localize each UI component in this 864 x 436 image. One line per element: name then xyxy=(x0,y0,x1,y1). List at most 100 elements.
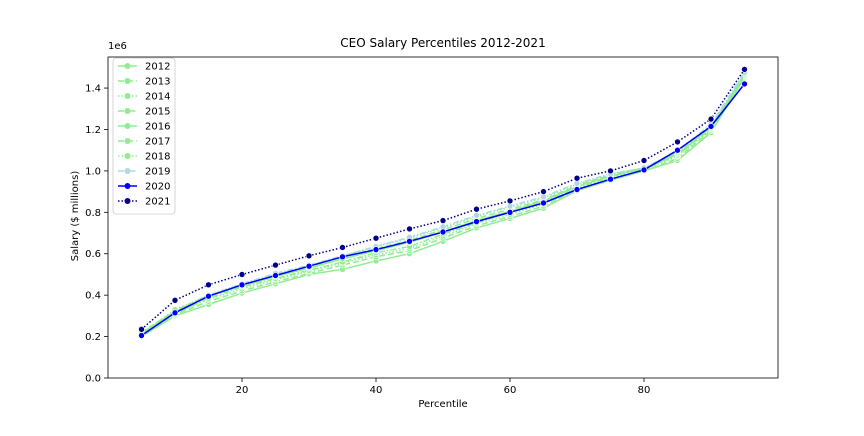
y-tick-label: 0.2 xyxy=(85,332,101,343)
legend-label: 2014 xyxy=(145,92,170,103)
data-point-2021-5 xyxy=(138,325,145,333)
x-axis-label: Percentile xyxy=(418,399,467,410)
legend-item-2017: 2017 xyxy=(118,137,170,148)
legend-label: 2020 xyxy=(145,182,170,193)
legend: 2012 2013 2014 2015 2016 2017 2018 2019 2020 2021 xyxy=(112,57,176,215)
axes-layer: 20 40 60 80 0.0 0.2 0.4 0.6 0.8 1.0 1.2 1.4 xyxy=(85,56,779,396)
legend-marker xyxy=(124,123,131,129)
y-tick-label: 0.4 xyxy=(85,291,101,302)
legend-item-2015: 2015 xyxy=(118,107,170,118)
legend-marker xyxy=(124,93,131,99)
legend-marker xyxy=(124,198,131,204)
data-point-2021-55 xyxy=(473,205,480,213)
data-point-2020-15 xyxy=(205,292,212,300)
legend-label: 2017 xyxy=(145,137,170,148)
y-tick-label: 1.2 xyxy=(85,125,101,136)
plot-frame xyxy=(107,56,779,379)
legend-label: 2012 xyxy=(145,62,170,73)
data-point-2020-95 xyxy=(741,80,748,88)
data-point-2021-65 xyxy=(540,188,547,195)
y-offset-label: 1e6 xyxy=(108,41,127,52)
series-line-2014 xyxy=(141,75,746,336)
data-point-2021-95 xyxy=(741,66,748,73)
series-2020 xyxy=(138,80,748,339)
data-point-2020-30 xyxy=(305,262,313,270)
data-point-2020-90 xyxy=(707,123,715,130)
data-point-2020-70 xyxy=(573,186,581,193)
x-tick-label: 40 xyxy=(370,385,383,396)
data-point-2021-10 xyxy=(171,296,179,304)
legend-marker xyxy=(124,108,131,114)
data-point-2021-90 xyxy=(707,115,715,123)
data-point-2020-20 xyxy=(238,281,246,289)
legend-item-2018: 2018 xyxy=(118,152,170,163)
legend-marker xyxy=(124,63,131,69)
data-point-2021-15 xyxy=(205,281,212,289)
legend-item-2013: 2013 xyxy=(118,77,170,88)
data-point-2020-10 xyxy=(171,309,179,317)
data-point-2020-85 xyxy=(674,146,681,154)
data-point-2021-85 xyxy=(674,138,681,146)
y-tick-label: 1.0 xyxy=(85,166,101,177)
legend-label: 2018 xyxy=(145,152,170,163)
legend-item-2012: 2012 xyxy=(118,62,170,73)
legend-marker xyxy=(124,168,131,174)
legend-label: 2013 xyxy=(145,77,170,88)
series-layer xyxy=(138,66,748,340)
data-point-2020-50 xyxy=(439,228,447,236)
legend-item-2021: 2021 xyxy=(118,197,170,208)
legend-label: 2015 xyxy=(145,107,170,118)
legend-label: 2016 xyxy=(145,122,170,133)
data-point-2021-60 xyxy=(506,197,514,205)
series-2012 xyxy=(138,74,748,340)
legend-item-2019: 2019 xyxy=(118,167,170,178)
data-point-2021-80 xyxy=(640,157,648,164)
x-tick-label: 20 xyxy=(236,385,249,396)
data-point-2020-45 xyxy=(406,238,413,245)
series-2019 xyxy=(138,69,748,339)
data-point-2021-45 xyxy=(406,225,413,233)
data-point-2020-55 xyxy=(473,218,480,225)
data-point-2021-20 xyxy=(238,271,246,278)
chart-title: CEO Salary Percentiles 2012-2021 xyxy=(340,36,545,50)
legend-marker xyxy=(124,138,131,144)
series-line-2012 xyxy=(141,77,746,338)
legend-marker xyxy=(124,183,131,189)
data-point-2021-70 xyxy=(573,174,581,182)
y-tick-label: 0.0 xyxy=(85,374,101,385)
x-tick-label: 60 xyxy=(504,385,517,396)
x-tick-label: 80 xyxy=(638,385,651,396)
data-point-2020-40 xyxy=(372,246,380,253)
series-line-2020 xyxy=(141,83,746,337)
y-tick-label: 0.6 xyxy=(85,249,101,260)
data-point-2021-25 xyxy=(272,261,279,269)
series-2013 xyxy=(138,73,748,339)
y-tick-label: 1.4 xyxy=(85,84,101,95)
legend-label: 2021 xyxy=(145,197,170,208)
legend-item-2020: 2020 xyxy=(118,182,170,193)
data-point-2021-75 xyxy=(607,167,614,175)
data-point-2020-75 xyxy=(607,175,614,183)
legend-item-2016: 2016 xyxy=(118,122,170,133)
y-axis-label: Salary ($ millions) xyxy=(70,171,81,262)
data-point-2020-5 xyxy=(138,332,145,339)
data-point-2021-30 xyxy=(305,252,313,260)
data-point-2020-25 xyxy=(272,272,279,279)
data-point-2021-50 xyxy=(439,217,447,224)
legend-marker xyxy=(124,78,131,84)
series-2021 xyxy=(138,66,748,333)
y-tick-label: 0.8 xyxy=(85,208,101,219)
data-point-2021-40 xyxy=(372,234,380,242)
data-point-2020-80 xyxy=(640,166,648,174)
legend-marker xyxy=(124,153,131,159)
series-line-2015 xyxy=(141,74,746,336)
data-point-2019-55 xyxy=(473,212,480,219)
legend-label: 2019 xyxy=(145,167,170,178)
data-point-2021-35 xyxy=(339,244,346,251)
legend-item-2014: 2014 xyxy=(118,92,170,103)
series-2017 xyxy=(138,71,748,336)
data-point-2020-35 xyxy=(339,253,346,261)
data-point-2020-60 xyxy=(506,209,514,216)
